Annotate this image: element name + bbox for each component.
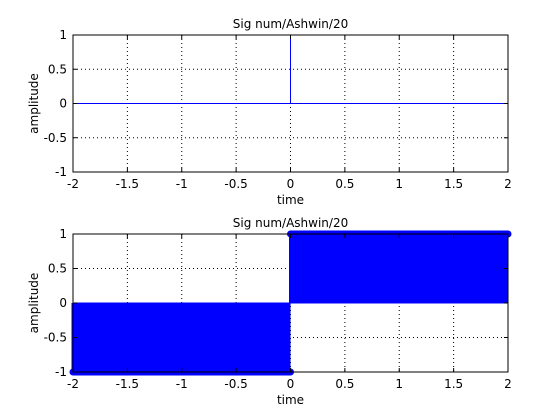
y-tick-label: 0 xyxy=(59,296,67,310)
x-tick-label: 0 xyxy=(287,177,295,191)
x-tick-label: 2 xyxy=(504,377,512,391)
x-tick-label: 1.5 xyxy=(444,377,463,391)
x-tick-label: -1.5 xyxy=(116,177,139,191)
y-tick-label: -1 xyxy=(55,165,67,179)
y-ticks: -1 -0.5 0 0.5 1 xyxy=(44,28,508,179)
y-axis-label: amplitude xyxy=(27,273,41,334)
x-tick-label: -1 xyxy=(176,177,188,191)
x-tick-label: -2 xyxy=(67,377,79,391)
y-tick-label: 1 xyxy=(59,28,67,42)
x-tick-label: 0 xyxy=(287,377,295,391)
stem-block xyxy=(290,234,508,303)
series xyxy=(73,35,508,104)
y-tick-label: -0.5 xyxy=(44,131,67,145)
chart-title: Sig num/Ashwin/20 xyxy=(233,216,348,230)
x-tick-label: 1.5 xyxy=(444,177,463,191)
y-tick-label: 0.5 xyxy=(48,62,67,76)
y-tick-label: -0.5 xyxy=(44,331,67,345)
series-line xyxy=(73,35,508,104)
y-tick-label: 0.5 xyxy=(48,262,67,276)
y-tick-label: 1 xyxy=(59,227,67,241)
chart-1: -2 -1.5 -1 -0.5 0 0.5 1 1.5 2 -1 -0.5 0 0.5 1 Sig num/… xyxy=(27,17,512,207)
x-ticks: -2 -1.5 -1 -0.5 0 0.5 1 1.5 2 xyxy=(67,234,512,391)
x-tick-label: 1 xyxy=(395,177,403,191)
x-ticks: -2 -1.5 -1 -0.5 0 0.5 1 1.5 2 xyxy=(67,35,512,191)
y-tick-label: 0 xyxy=(59,97,67,111)
chart-title: Sig num/Ashwin/20 xyxy=(233,17,348,31)
x-axis-label: time xyxy=(277,393,304,407)
x-tick-label: 1 xyxy=(395,377,403,391)
x-tick-label: -0.5 xyxy=(224,377,247,391)
x-tick-label: -1.5 xyxy=(116,377,139,391)
x-tick-label: 0.5 xyxy=(335,177,354,191)
x-tick-label: 0.5 xyxy=(335,377,354,391)
x-tick-label: -1 xyxy=(176,377,188,391)
x-axis-label: time xyxy=(277,193,304,207)
stem-block xyxy=(73,303,291,372)
y-ticks: -1 -0.5 0 0.5 1 xyxy=(44,227,508,379)
x-tick-label: -2 xyxy=(67,177,79,191)
y-axis-label: amplitude xyxy=(27,73,41,134)
y-tick-label: -1 xyxy=(55,365,67,379)
x-tick-label: 2 xyxy=(504,177,512,191)
x-tick-label: -0.5 xyxy=(224,177,247,191)
chart-2: -2 -1.5 -1 -0.5 0 0.5 1 1.5 2 -1 -0.5 0 0.5 1 Sig num/… xyxy=(27,216,512,407)
